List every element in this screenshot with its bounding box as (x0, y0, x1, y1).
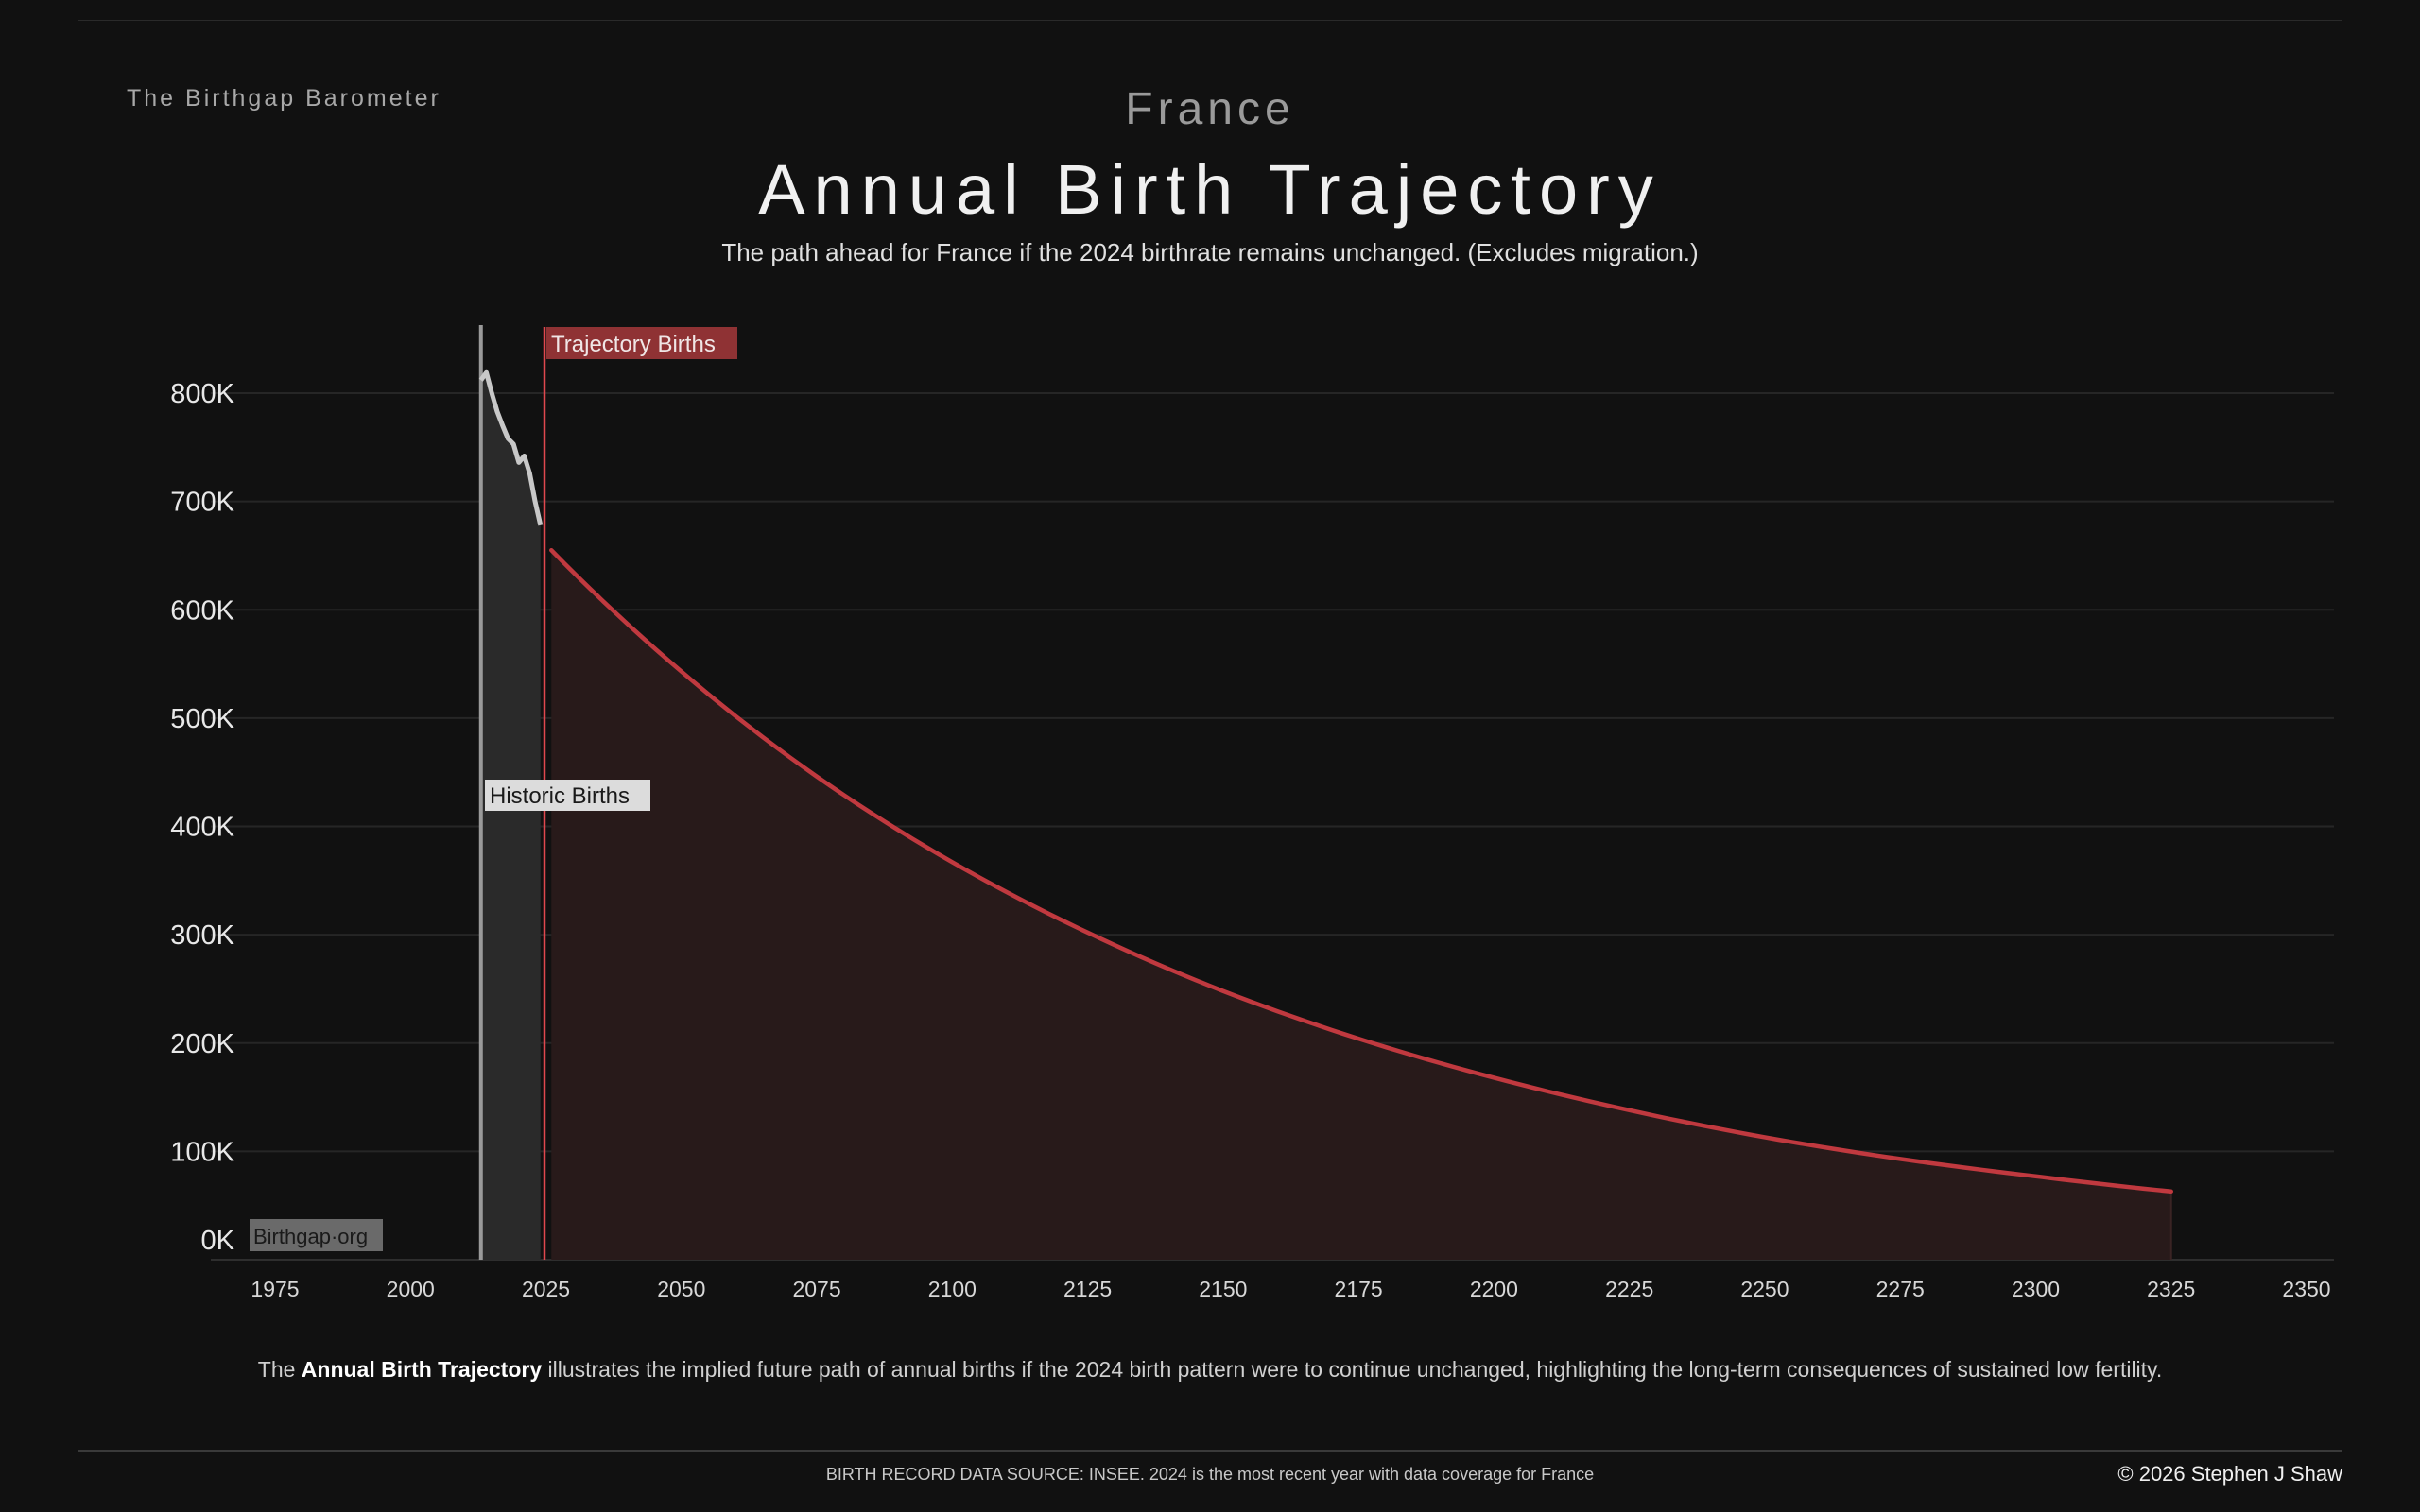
x-tick-label: 2100 (928, 1277, 977, 1301)
footnote-pre: The (257, 1357, 302, 1382)
trajectory-area (551, 550, 2171, 1260)
y-tick-label: 500K (170, 704, 234, 734)
historic-label-bg (485, 780, 650, 811)
x-tick-label: 2050 (657, 1277, 705, 1301)
data-source: BIRTH RECORD DATA SOURCE: INSEE. 2024 is… (825, 1465, 1595, 1484)
historic-line (478, 369, 544, 526)
footnote: The Annual Birth Trajectory illustrates … (0, 1357, 2420, 1383)
x-tick-label: 2250 (1740, 1277, 1789, 1301)
watermark-logo: Birthgap·org (253, 1225, 368, 1248)
x-tick-label: 2150 (1199, 1277, 1247, 1301)
x-tick-label: 2350 (2282, 1277, 2330, 1301)
dashboard-frame (78, 20, 2342, 1452)
chart-title: Annual Birth Trajectory (758, 150, 1662, 229)
x-tick-label: 2025 (522, 1277, 570, 1301)
x-tick-label: 2175 (1335, 1277, 1383, 1301)
x-tick-label: 2000 (387, 1277, 435, 1301)
y-tick-label: 800K (170, 379, 234, 409)
x-tick-label: 2325 (2147, 1277, 2195, 1301)
x-tick-label: 2225 (1605, 1277, 1653, 1301)
trajectory-label: Trajectory Births (551, 332, 716, 357)
country-title: France (1125, 84, 1295, 134)
x-tick-label: 2125 (1063, 1277, 1112, 1301)
y-tick-label: 700K (170, 488, 234, 518)
footnote-bold: Annual Birth Trajectory (301, 1357, 543, 1382)
x-tick-label: 2275 (1876, 1277, 1925, 1301)
chart-subtitle: The path ahead for France if the 2024 bi… (721, 238, 1699, 266)
footnote-post: illustrates the implied future path of a… (542, 1357, 2163, 1382)
y-tick-label: 200K (170, 1029, 234, 1059)
historic-area (480, 372, 541, 1260)
watermark-bg (250, 1219, 383, 1251)
x-tick-label: 2075 (792, 1277, 840, 1301)
brand-name: The Birthgap Barometer (127, 85, 441, 112)
x-tick-label: 2200 (1470, 1277, 1518, 1301)
y-tick-label: 300K (170, 920, 234, 951)
copyright: © 2026 Stephen J Shaw (2118, 1462, 2342, 1486)
y-tick-label: 600K (170, 595, 234, 626)
y-tick-label: 100K (170, 1137, 234, 1167)
y-tick-label: 0K (201, 1226, 235, 1256)
trajectory-line (549, 547, 2173, 1194)
x-tick-label: 1975 (251, 1277, 299, 1301)
trajectory-label-bg (546, 327, 737, 359)
y-tick-label: 400K (170, 813, 234, 843)
historic-label: Historic Births (490, 783, 630, 809)
x-tick-label: 2300 (2012, 1277, 2060, 1301)
